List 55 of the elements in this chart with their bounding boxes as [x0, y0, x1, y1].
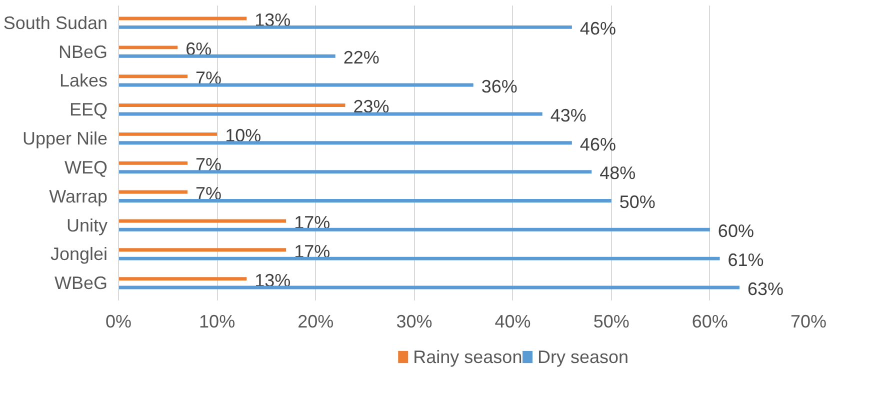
- bar: [118, 219, 286, 223]
- legend-label: Dry season: [538, 347, 629, 367]
- x-tick-label: 60%: [692, 312, 728, 332]
- bar: [118, 132, 218, 136]
- y-tick-label: Jonglei: [50, 244, 108, 264]
- data-label: 46%: [580, 18, 616, 39]
- x-tick-label: 40%: [494, 312, 531, 332]
- data-label: 60%: [718, 221, 754, 242]
- data-label: 43%: [550, 105, 586, 126]
- bar: [118, 170, 592, 174]
- y-tick-label: WEQ: [64, 157, 108, 178]
- data-label: 63%: [748, 278, 784, 299]
- x-tick-label: 50%: [593, 312, 630, 332]
- data-label: 36%: [481, 76, 518, 96]
- data-label: 7%: [196, 68, 222, 88]
- data-label: 50%: [619, 192, 656, 212]
- bar: [118, 198, 612, 202]
- bar: [118, 256, 720, 260]
- data-label: 7%: [196, 183, 222, 204]
- y-tick-label: Unity: [66, 215, 108, 236]
- bar: [118, 277, 247, 281]
- data-label: 48%: [600, 163, 636, 184]
- bar: [118, 74, 188, 78]
- y-tick-label: NBeG: [58, 42, 108, 62]
- data-label: 22%: [343, 48, 380, 68]
- bar: [118, 54, 336, 58]
- x-tick-label: 30%: [396, 312, 432, 332]
- y-tick-label: WBeG: [54, 273, 108, 294]
- data-label: 7%: [196, 154, 222, 175]
- bar: [118, 46, 178, 50]
- x-tick-label: 70%: [790, 312, 827, 332]
- bar: [118, 104, 346, 108]
- data-label: 23%: [353, 96, 390, 117]
- y-tick-label: Warrap: [49, 186, 108, 206]
- bar: [118, 161, 188, 165]
- bar: [118, 141, 572, 145]
- legend-label: Rainy season: [413, 347, 522, 367]
- y-tick-label: EEQ: [69, 100, 108, 120]
- x-tick-label: 10%: [199, 312, 236, 332]
- x-tick-label: 0%: [105, 312, 132, 332]
- data-label: 46%: [580, 134, 616, 154]
- y-tick-label: Upper Nile: [22, 128, 108, 149]
- y-tick-label: South Sudan: [3, 12, 108, 33]
- x-tick-label: 20%: [298, 312, 334, 332]
- bar: [118, 112, 542, 116]
- bar: [118, 190, 188, 194]
- bar: [118, 228, 710, 232]
- y-tick-label: Lakes: [59, 70, 108, 91]
- bar: [118, 83, 474, 87]
- data-label: 10%: [225, 126, 262, 146]
- bar: [118, 16, 247, 20]
- data-label: 6%: [186, 38, 212, 59]
- data-label: 61%: [728, 250, 764, 270]
- bar: [118, 25, 572, 29]
- bar: [118, 248, 286, 252]
